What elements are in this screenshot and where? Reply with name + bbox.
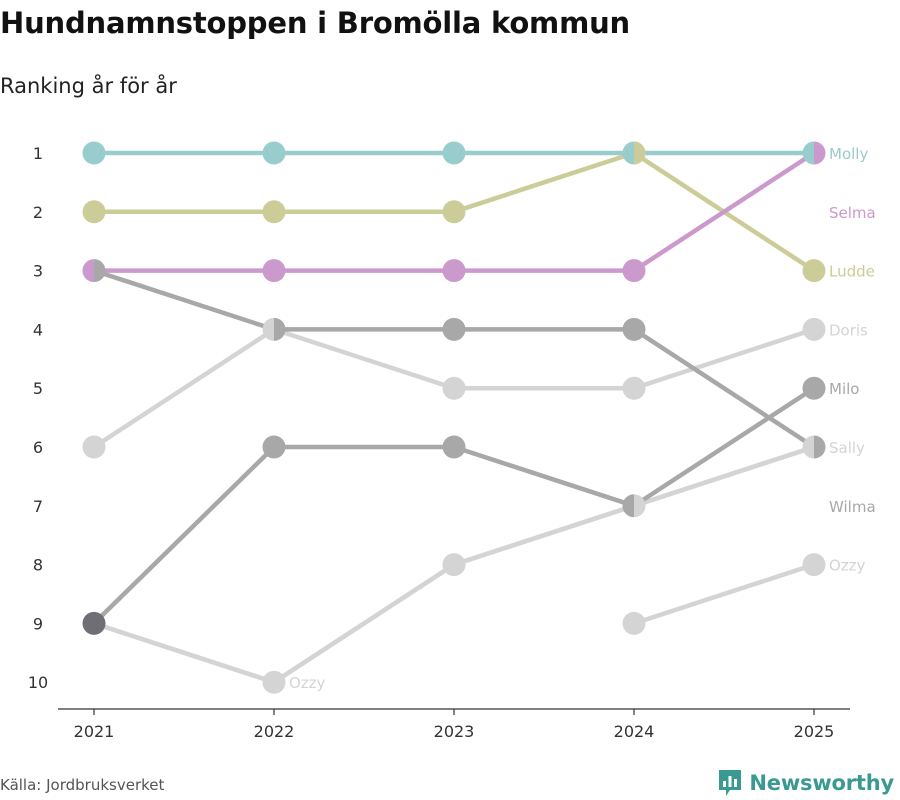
marker-2025-rank-3	[802, 259, 826, 283]
x-tick-label-2022: 2022	[254, 722, 295, 741]
marker-2025-rank-1-left-half	[802, 141, 814, 165]
marker-2021-rank-2	[82, 200, 106, 224]
y-tick-label-5: 5	[33, 379, 43, 398]
marker-2022-rank-1	[262, 141, 286, 165]
marker-2024-rank-4	[622, 317, 646, 341]
y-tick-label-4: 4	[33, 320, 43, 339]
brand-name: Newsworthy	[749, 771, 894, 795]
bump-chart: 1 2 3 4 5 6 7 8 9 10 Molly Selma Ludde Doris Milo Sall…	[28, 141, 876, 741]
series-label-ludde-2: Ludde	[829, 263, 875, 281]
marker-2024-rank-3	[622, 259, 646, 283]
marker-2024-rank-9	[622, 611, 646, 635]
y-axis-ticks: 1 2 3 4 5 6 7 8 9 10	[28, 144, 48, 692]
marker-2021-rank-1	[82, 141, 106, 165]
marker-2023-rank-5	[442, 376, 466, 400]
x-tick-label-2025: 2025	[794, 722, 835, 741]
series-line-wilma-4	[91, 268, 817, 450]
marker-2023-rank-6	[442, 435, 466, 459]
marker-2025-rank-8	[802, 553, 826, 577]
y-tick-label-8: 8	[33, 556, 43, 575]
chart-subtitle: Ranking år för år	[0, 74, 177, 98]
marker-2025-rank-6-left-half	[802, 435, 814, 459]
marker-2023-rank-8	[442, 553, 466, 577]
series-label-molly-0: Molly	[829, 145, 868, 163]
marker-2022-rank-4-left-half	[262, 317, 274, 341]
series-label-ozzy-8: Ozzy	[289, 674, 326, 692]
series-label-ozzy-7: Ozzy	[829, 557, 866, 575]
marker-2022-rank-4	[262, 317, 286, 341]
series-lines	[91, 150, 817, 685]
series-label-doris-3: Doris	[829, 321, 868, 339]
marker-2025-rank-1-right-half	[814, 141, 826, 165]
series-line-ozzy-1	[631, 562, 817, 626]
series-line-milo-5	[91, 385, 817, 626]
marker-2021-rank-9	[82, 611, 106, 635]
series-label-sally-5: Sally	[829, 439, 865, 457]
marker-2024-rank-1	[622, 141, 646, 165]
y-tick-label-2: 2	[33, 203, 43, 222]
source-note: Källa: Jordbruksverket	[0, 776, 165, 794]
marker-2022-rank-2	[262, 200, 286, 224]
marker-2023-rank-4	[442, 317, 466, 341]
y-tick-label-7: 7	[33, 497, 43, 516]
marker-2024-rank-7-right-half	[634, 494, 646, 518]
y-tick-label-10: 10	[28, 673, 48, 692]
marker-2023-rank-2	[442, 200, 466, 224]
marker-2022-rank-6	[262, 435, 286, 459]
newsworthy-logo-icon	[719, 770, 742, 796]
marker-2025-rank-6-right-half	[814, 435, 826, 459]
marker-2021-rank-6	[82, 435, 106, 459]
marker-2021-rank-3-right-half	[94, 259, 106, 283]
x-tick-label-2024: 2024	[614, 722, 655, 741]
x-axis: 2021 2022 2023 2024 2025	[58, 708, 850, 741]
y-tick-label-6: 6	[33, 438, 43, 457]
marker-2024-rank-7-left-half	[622, 494, 634, 518]
marker-2022-rank-3	[262, 259, 286, 283]
marker-2024-rank-1-left-half	[622, 141, 634, 165]
series-label-milo-4: Milo	[829, 380, 859, 398]
marker-2025-rank-4	[802, 317, 826, 341]
y-tick-label-1: 1	[33, 144, 43, 163]
brand-logo: Newsworthy	[717, 768, 894, 798]
marker-2025-rank-1	[802, 141, 826, 165]
marker-2022-rank-10	[262, 670, 286, 694]
marker-2025-rank-5	[802, 376, 826, 400]
series-label-wilma-6: Wilma	[829, 498, 876, 516]
marker-2023-rank-3	[442, 259, 466, 283]
marker-2024-rank-1-right-half	[634, 141, 646, 165]
x-tick-label-2021: 2021	[74, 722, 115, 741]
marker-2025-rank-6	[802, 435, 826, 459]
marker-2024-rank-7	[622, 494, 646, 518]
y-tick-label-9: 9	[33, 614, 43, 633]
series-markers	[82, 141, 826, 694]
marker-2023-rank-1	[442, 141, 466, 165]
y-tick-label-3: 3	[33, 262, 43, 281]
series-labels: Molly Selma Ludde Doris Milo Sally Wilma Ozzy Oz…	[289, 145, 876, 692]
marker-2022-rank-4-right-half	[274, 317, 286, 341]
marker-2021-rank-3-left-half	[82, 259, 94, 283]
marker-2024-rank-5	[622, 376, 646, 400]
x-tick-label-2023: 2023	[434, 722, 475, 741]
chart-title: Hundnamnstoppen i Bromölla kommun	[0, 6, 630, 40]
series-label-selma-1: Selma	[829, 204, 876, 222]
marker-2021-rank-3	[82, 259, 106, 283]
